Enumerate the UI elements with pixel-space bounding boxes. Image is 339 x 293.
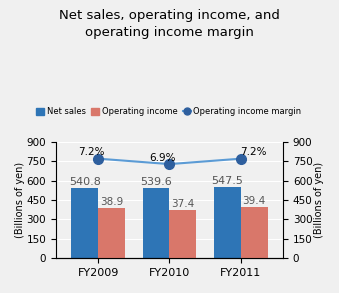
Text: Net sales, operating income, and
operating income margin: Net sales, operating income, and operati… bbox=[59, 9, 280, 39]
Text: 7.2%: 7.2% bbox=[79, 147, 105, 157]
Legend: Net sales, Operating income, Operating income margin: Net sales, Operating income, Operating i… bbox=[33, 104, 305, 120]
Bar bbox=[142, 188, 170, 258]
Y-axis label: (Billions of yen): (Billions of yen) bbox=[15, 162, 25, 238]
Bar bbox=[214, 188, 241, 258]
Bar bbox=[241, 207, 267, 258]
Bar bbox=[98, 208, 125, 258]
Text: 37.4: 37.4 bbox=[172, 199, 195, 209]
Text: 539.6: 539.6 bbox=[140, 177, 172, 187]
Text: 38.9: 38.9 bbox=[100, 197, 124, 207]
Text: 6.9%: 6.9% bbox=[149, 153, 176, 163]
Text: 547.5: 547.5 bbox=[211, 176, 243, 186]
Bar bbox=[72, 188, 98, 258]
Y-axis label: (Billions of yen): (Billions of yen) bbox=[314, 162, 324, 238]
Text: 540.8: 540.8 bbox=[69, 177, 101, 187]
Text: 39.4: 39.4 bbox=[242, 196, 266, 206]
Text: 7.2%: 7.2% bbox=[241, 147, 267, 157]
Bar bbox=[170, 210, 197, 258]
